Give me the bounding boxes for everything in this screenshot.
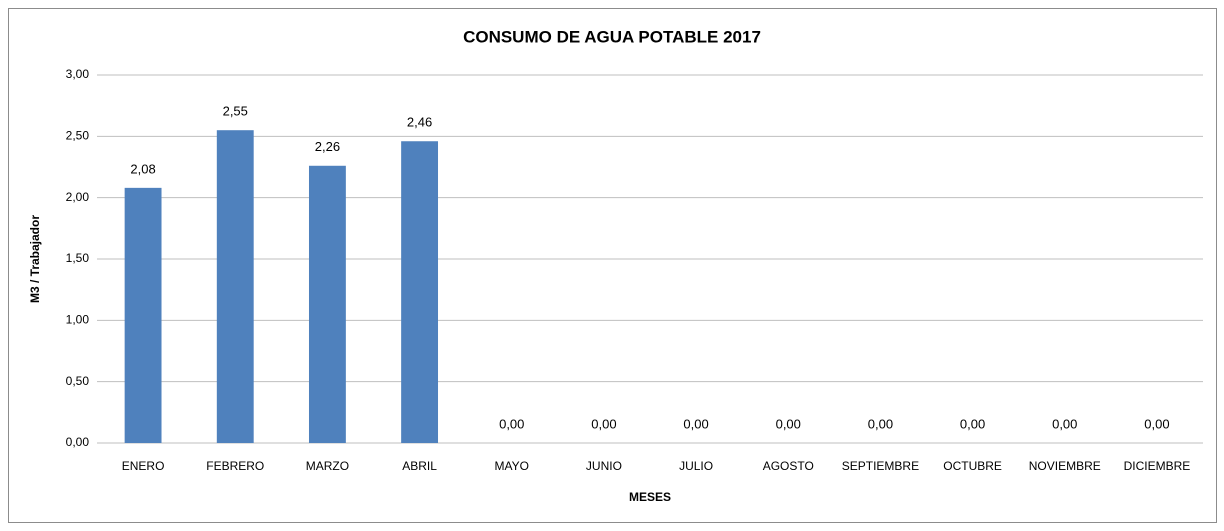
y-tick-label: 0,00	[66, 435, 90, 449]
bar	[216, 130, 254, 443]
data-label: 0,00	[1144, 416, 1169, 431]
x-tick-label: JUNIO	[586, 459, 622, 473]
y-tick-label: 0,50	[66, 374, 90, 388]
y-tick-label: 1,00	[66, 313, 90, 327]
bar	[401, 141, 439, 444]
bar	[124, 187, 162, 443]
data-label: 0,00	[683, 416, 708, 431]
data-label: 0,00	[776, 416, 801, 431]
bar	[308, 165, 346, 444]
x-tick-label: SEPTIEMBRE	[842, 459, 919, 473]
x-axis-label: MESES	[629, 490, 671, 504]
data-label: 0,00	[1052, 416, 1077, 431]
y-tick-label: 2,50	[66, 129, 90, 143]
x-tick-label: NOVIEMBRE	[1029, 459, 1101, 473]
y-axis-label: M3 / Trabajador	[28, 215, 42, 303]
x-tick-label: MARZO	[306, 459, 349, 473]
x-tick-label: OCTUBRE	[943, 459, 1002, 473]
y-tick-label: 3,00	[66, 67, 90, 81]
x-tick-label: AGOSTO	[763, 459, 814, 473]
data-label: 0,00	[499, 416, 524, 431]
data-label: 2,26	[315, 139, 340, 154]
y-tick-label: 1,50	[66, 251, 90, 265]
y-tick-label: 2,00	[66, 190, 90, 204]
data-label: 2,08	[130, 161, 155, 176]
data-label: 2,46	[407, 115, 432, 130]
chart-border	[8, 8, 1217, 523]
x-tick-label: ABRIL	[402, 459, 437, 473]
x-tick-label: ENERO	[122, 459, 165, 473]
chart-title: CONSUMO DE AGUA POTABLE 2017	[463, 27, 761, 46]
data-label: 0,00	[868, 416, 893, 431]
data-label: 0,00	[960, 416, 985, 431]
data-label: 0,00	[591, 416, 616, 431]
x-tick-label: DICIEMBRE	[1124, 459, 1191, 473]
x-tick-label: JULIO	[679, 459, 713, 473]
x-tick-label: MAYO	[495, 459, 529, 473]
x-tick-label: FEBRERO	[206, 459, 264, 473]
data-label: 2,55	[223, 104, 248, 119]
